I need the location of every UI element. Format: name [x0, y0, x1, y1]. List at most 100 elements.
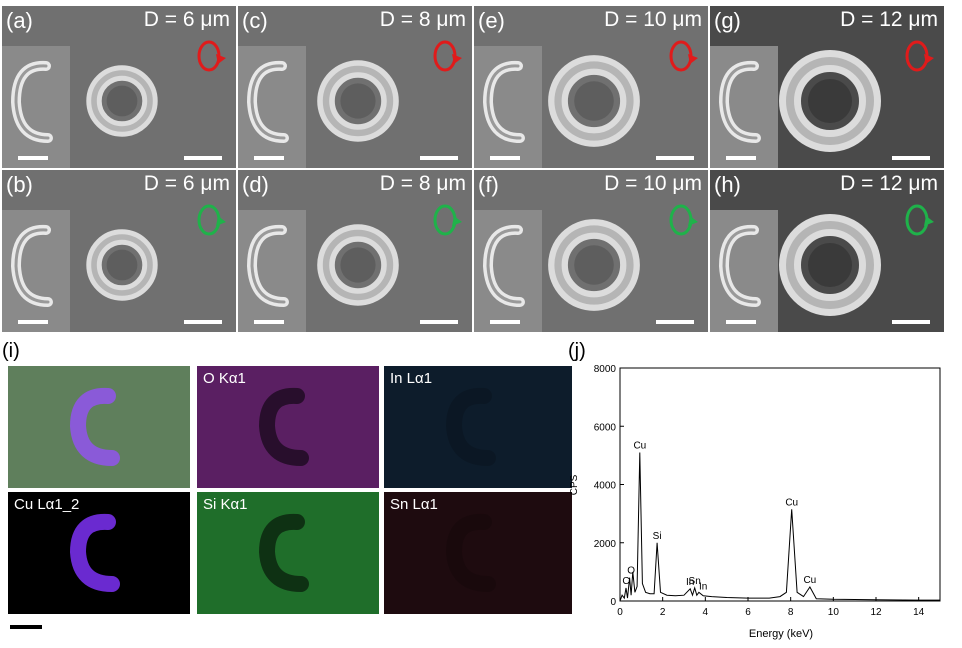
peak-label: In [686, 577, 694, 588]
eds-spectrum-chart: 0 2 4 6 8 10 12 14 0 2000 4000 6000 8000 CO Cu Si InSnI… [570, 364, 941, 640]
element-map-label: Cu Lα1_2 [14, 496, 80, 513]
x-tick-label: 14 [913, 607, 925, 618]
y-tick-label: 8000 [594, 364, 617, 375]
sem-panel-letter: (f) [478, 172, 499, 197]
sem-panel: (e) D = 10 μm [474, 6, 708, 168]
x-tick-label: 4 [703, 607, 709, 618]
counterclockwise-arrow-icon [669, 204, 698, 236]
main-scale-bar [656, 320, 694, 324]
peak-label: Si [653, 531, 662, 542]
y-tick-label: 2000 [594, 539, 617, 550]
element-map: In Lα1 [384, 366, 572, 488]
element-map-label: O Kα1 [203, 370, 246, 387]
clockwise-arrow-icon [197, 40, 226, 72]
peak-label: O [627, 566, 635, 577]
chart-axes [619, 367, 941, 602]
x-tick-label: 6 [745, 607, 751, 618]
sem-panel: (b) D = 6 μm [2, 170, 236, 332]
element-map-label: Sn Lα1 [390, 496, 438, 513]
element-map-label: In Lα1 [390, 370, 433, 387]
main-scale-bar [656, 156, 694, 160]
c-shape-silhouette [445, 513, 496, 592]
clockwise-arrow-icon [905, 40, 934, 72]
microring-image [86, 65, 158, 137]
sem-inset [474, 210, 542, 332]
x-tick-label: 12 [870, 607, 882, 618]
c-shape-side-view [482, 60, 525, 143]
x-axis-label: Energy (keV) [749, 628, 813, 640]
maps-scale-bar [10, 625, 42, 629]
main-scale-bar [420, 156, 458, 160]
main-scale-bar [184, 320, 222, 324]
c-shape-side-view [246, 224, 289, 307]
sem-panel-letter: (a) [6, 8, 33, 33]
microring-image [548, 55, 640, 147]
inset-scale-bar [18, 156, 48, 160]
diameter-label: D = 8 μm [379, 8, 466, 31]
peak-label: Cu [803, 575, 816, 586]
element-map: Cu Lα1_2 [8, 492, 190, 614]
c-shape-side-view [482, 224, 525, 307]
sem-inset [710, 46, 778, 168]
panel-label-j: (j) [568, 340, 586, 362]
sem-panel: (d) D = 8 μm [238, 170, 472, 332]
element-map-label: Si Kα1 [203, 496, 248, 513]
main-scale-bar [892, 156, 930, 160]
x-tick-label: 0 [617, 607, 623, 618]
main-scale-bar [420, 320, 458, 324]
panel-label-i: (i) [2, 340, 20, 362]
y-tick-label: 0 [610, 597, 616, 608]
microring-image [317, 60, 399, 142]
c-shape-side-view [718, 60, 761, 143]
c-shape-side-view [718, 224, 761, 307]
diameter-label: D = 6 μm [143, 8, 230, 31]
inset-scale-bar [726, 320, 756, 324]
sem-inset [710, 210, 778, 332]
counterclockwise-arrow-icon [905, 204, 934, 236]
x-tick-label: 2 [660, 607, 666, 618]
inset-scale-bar [18, 320, 48, 324]
microring-image [779, 50, 881, 152]
sem-panel-letter: (d) [242, 172, 269, 197]
y-axis-label: CPS [570, 474, 580, 495]
diameter-label: D = 8 μm [379, 172, 466, 195]
c-shape-side-view [10, 224, 53, 307]
sem-panel-letter: (e) [478, 8, 505, 33]
y-tick-label: 4000 [594, 481, 617, 492]
microring-image [779, 214, 881, 316]
counterclockwise-arrow-icon [197, 204, 226, 236]
peak-label: Cu [785, 497, 798, 508]
sem-panel-letter: (b) [6, 172, 33, 197]
c-shape-silhouette [258, 387, 309, 466]
main-scale-bar [892, 320, 930, 324]
microring-image [317, 224, 399, 306]
inset-scale-bar [726, 156, 756, 160]
chart-ticks: 0 2 4 6 8 10 12 14 0 2000 4000 6000 8000 [594, 364, 925, 618]
peak-label: Sn [689, 576, 701, 587]
sem-panel-letter: (c) [242, 8, 268, 33]
microring-image [86, 229, 158, 301]
sem-panel: (f) D = 10 μm [474, 170, 708, 332]
c-shape-side-view [246, 60, 289, 143]
sem-panel: (c) D = 8 μm [238, 6, 472, 168]
element-map [8, 366, 190, 488]
sem-inset [238, 46, 306, 168]
y-tick-label: 6000 [594, 422, 617, 433]
c-shape-silhouette [69, 513, 120, 592]
peak-label: In [699, 582, 707, 593]
main-scale-bar [184, 156, 222, 160]
peak-label: Cu [633, 440, 646, 451]
diameter-label: D = 10 μm [604, 172, 702, 195]
sem-panel-letter: (g) [714, 8, 741, 33]
inset-scale-bar [490, 320, 520, 324]
spectrum-line [619, 452, 940, 602]
sem-inset [474, 46, 542, 168]
element-map: Sn Lα1 [384, 492, 572, 614]
diameter-label: D = 12 μm [840, 172, 938, 195]
diameter-label: D = 6 μm [143, 172, 230, 195]
element-map: O Kα1 [197, 366, 379, 488]
peak-label: C [622, 576, 629, 587]
plot-frame [619, 367, 941, 602]
x-tick-label: 8 [788, 607, 794, 618]
